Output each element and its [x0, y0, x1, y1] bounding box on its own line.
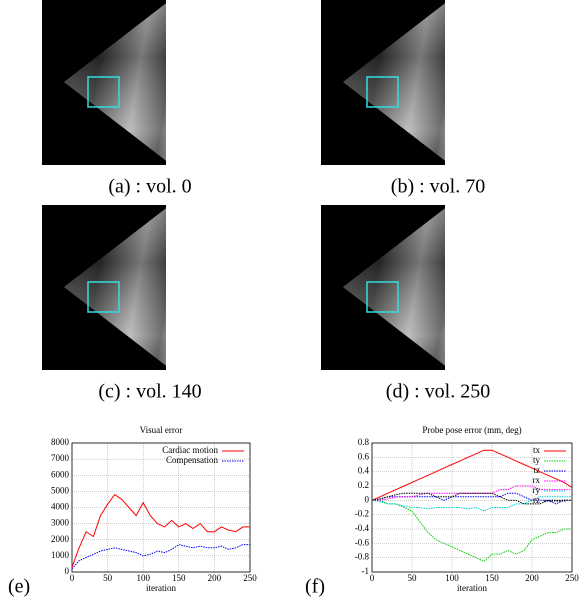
x-tick-label: 200: [525, 573, 539, 583]
y-tick-label: -0.8: [355, 552, 370, 562]
series-line: [372, 499, 572, 562]
y-tick-label: 5000: [51, 485, 70, 495]
y-tick-label: 0.4: [358, 466, 370, 476]
legend-label: tz: [534, 465, 541, 475]
x-tick-label: 50: [408, 573, 418, 583]
x-tick-label: 250: [565, 573, 579, 583]
series-line: [371, 496, 572, 512]
series-line: [371, 449, 573, 501]
series-line: [71, 493, 250, 568]
ultrasound-image: [42, 165, 264, 409]
y-tick-label: -0.4: [355, 523, 370, 533]
y-tick-label: 0: [365, 494, 370, 504]
ultrasound-image: [321, 0, 543, 204]
x-tick-label: 0: [370, 573, 375, 583]
chart-title: Visual error: [140, 425, 183, 435]
y-tick-label: 8000: [51, 437, 70, 447]
x-tick-label: 50: [103, 573, 113, 583]
x-tick-label: 150: [172, 573, 186, 583]
caption: (b) : vol. 70: [391, 176, 485, 198]
y-tick-label: 0.8: [358, 437, 370, 447]
panel-label: (f): [305, 576, 325, 598]
legend-label: rz: [533, 495, 540, 505]
series-line: [371, 492, 572, 505]
x-tick-label: 250: [243, 573, 257, 583]
y-tick-label: 0.6: [358, 451, 370, 461]
panel-label: (e): [8, 576, 30, 598]
legend-label: ty: [533, 455, 541, 465]
x-tick-label: 150: [485, 573, 499, 583]
y-tick-label: -1: [362, 566, 370, 576]
x-tick-label: 200: [208, 573, 222, 583]
plot-frame: [71, 442, 251, 573]
y-tick-label: -0.2: [355, 509, 369, 519]
legend-label: Compensation: [166, 455, 218, 465]
y-tick-label: 0: [65, 566, 70, 576]
legend-label: tx: [533, 445, 541, 455]
x-tick-label: 0: [70, 573, 75, 583]
legend-label: rx: [533, 475, 541, 485]
series-line: [371, 492, 572, 505]
x-tick-label: 100: [445, 573, 459, 583]
y-tick-label: 4000: [51, 502, 70, 512]
y-tick-label: -0.6: [355, 537, 370, 547]
caption: (c) : vol. 140: [98, 381, 201, 403]
x-tick-label: 100: [136, 573, 150, 583]
legend-label: ry: [533, 485, 541, 495]
y-tick-label: 3000: [51, 518, 70, 528]
ultrasound-image: [321, 165, 543, 409]
ultrasound-image: [42, 0, 264, 204]
x-axis-label: iteration: [457, 583, 487, 593]
caption: (d) : vol. 250: [386, 381, 490, 403]
series-line: [372, 485, 572, 501]
y-tick-label: 7000: [51, 453, 70, 463]
y-tick-label: 1000: [51, 550, 70, 560]
caption: (a) : vol. 0: [108, 176, 191, 198]
y-tick-label: 6000: [51, 469, 70, 479]
legend-label: Cardiac motion: [162, 445, 218, 455]
y-tick-label: 0.2: [358, 480, 369, 490]
x-axis-label: iteration: [146, 583, 176, 593]
y-tick-label: 2000: [51, 534, 70, 544]
chart-title: Probe pose error (mm, deg): [422, 425, 521, 435]
plot-frame: [371, 442, 573, 573]
series-line: [71, 544, 250, 570]
